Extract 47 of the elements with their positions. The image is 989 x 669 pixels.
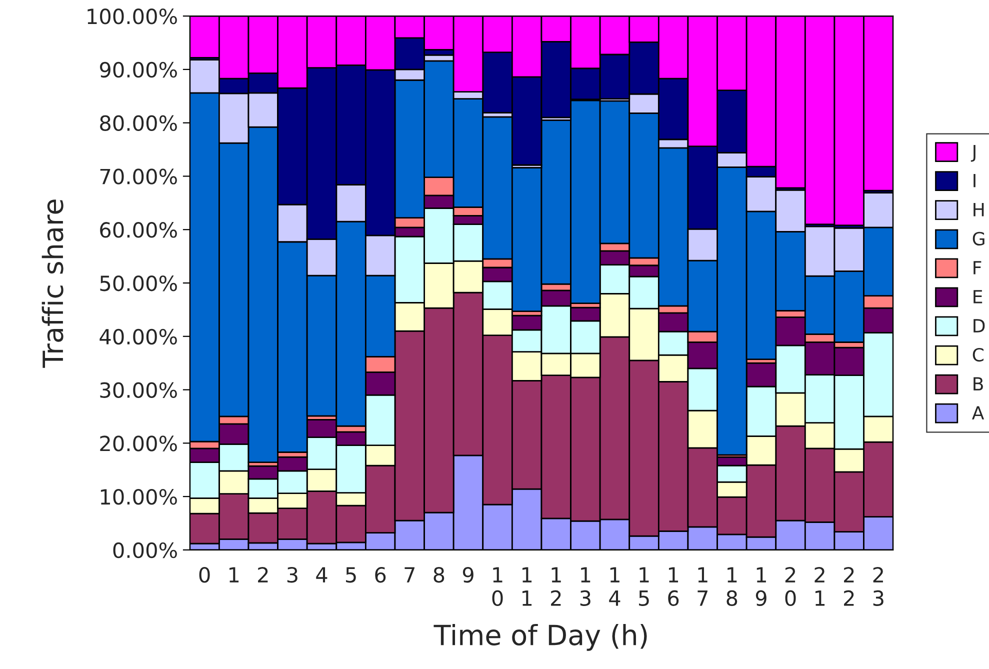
x-tick-label: 7: [404, 567, 414, 582]
x-tick-label: 23: [873, 566, 884, 606]
x-tick-label: 14: [609, 567, 620, 606]
x-tick-label: 8: [434, 566, 444, 583]
x-tick-label: 15: [639, 567, 649, 606]
y-tick-label: 20.00%: [100, 436, 177, 452]
x-tick-label: 16: [668, 567, 679, 606]
x-tick-label: 21: [814, 566, 825, 606]
legend-label: D: [974, 319, 985, 332]
x-tick-label: 22: [844, 566, 854, 606]
legend-label: B: [974, 377, 983, 390]
legend-label: F: [974, 261, 982, 274]
x-tick-label: 19: [756, 567, 766, 606]
y-tick-label: 100.00%: [88, 8, 177, 24]
legend-label: A: [972, 406, 984, 420]
y-tick-label: 10.00%: [100, 488, 177, 505]
legend-label: J: [970, 144, 976, 162]
y-tick-label: 40.00%: [100, 328, 177, 345]
x-axis-title: Time of Day (h): [434, 624, 647, 651]
x-tick-label: 2: [258, 566, 268, 582]
x-tick-label: 0: [199, 566, 210, 583]
x-tick-label: 5: [346, 567, 356, 583]
x-tick-label: 10: [492, 567, 503, 606]
y-tick-label: 70.00%: [100, 168, 177, 184]
y-axis-title: Traffic share: [42, 200, 64, 368]
x-tick-label: 4: [316, 567, 328, 582]
legend-label: I: [974, 174, 976, 188]
x-tick-label: 18: [726, 567, 738, 606]
legend-label: G: [972, 232, 984, 246]
legend-label: C: [972, 348, 984, 362]
x-tick-label: 20: [785, 566, 796, 606]
x-tick-label: 9: [462, 566, 474, 583]
x-tick-label: 17: [698, 567, 708, 606]
y-tick-label: 60.00%: [100, 222, 177, 238]
x-tick-label: 3: [287, 566, 298, 583]
legend-label: E: [974, 290, 982, 304]
x-tick-label: 13: [580, 567, 590, 606]
legend-label: H: [974, 203, 984, 216]
y-tick-label: 90.00%: [100, 62, 177, 78]
y-tick-label: 30.00%: [100, 382, 177, 398]
x-tick-label: 1 2: [551, 567, 561, 606]
x-tick-label: 6: [375, 566, 386, 583]
x-tick-label: 11: [522, 567, 532, 606]
y-tick-label: 80.00%: [100, 115, 177, 132]
y-tick-label: 50.00%: [100, 275, 177, 292]
x-tick-label: 1: [229, 567, 239, 582]
y-tick-label: 0.00%: [113, 542, 177, 558]
